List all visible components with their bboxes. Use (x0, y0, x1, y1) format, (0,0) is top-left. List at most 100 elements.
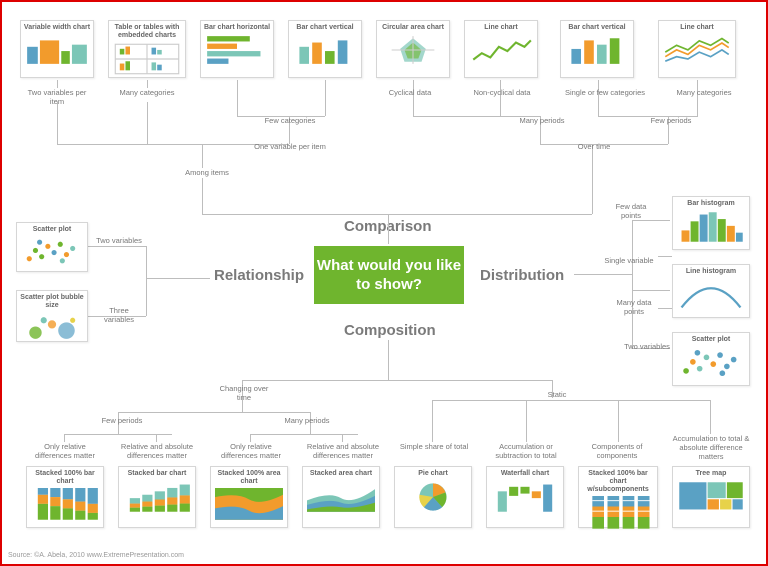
decision-label: Many data points (606, 298, 662, 316)
connector-line (237, 80, 238, 116)
chart-card-bar_h: Bar chart horizontal (200, 20, 274, 78)
decision-label: Accumulation or subtraction to total (486, 442, 566, 460)
connector-line (598, 80, 599, 116)
chart-card-stacked100a: Stacked 100% area chart (210, 466, 288, 528)
connector-line (710, 400, 711, 434)
chart-card-scatter_r: Scatter plot (672, 332, 750, 386)
decision-label: Among items (172, 168, 242, 177)
decision-label: Single or few categories (560, 88, 650, 97)
chart-thumbnail (659, 34, 735, 71)
chart-thumbnail (21, 34, 93, 69)
chart-card-scatter_b: Scatter plot bubble size (16, 290, 88, 342)
connector-line (57, 80, 58, 88)
connector-line (413, 80, 414, 116)
decision-label: Few periods (92, 416, 152, 425)
chart-thumbnail (465, 34, 537, 69)
decision-label: Accumulation to total & absolute differe… (668, 434, 754, 461)
connector-line (342, 434, 343, 442)
decision-label: Only relative differences matter (214, 442, 288, 460)
chart-thumbnail (303, 480, 379, 517)
chart-thumbnail (395, 480, 471, 517)
decision-label: Relative and absolute differences matter (302, 442, 384, 460)
connector-line (388, 214, 592, 215)
card-title: Scatter plot (17, 223, 87, 236)
chart-thumbnail (673, 346, 749, 383)
chart-card-waterfall: Waterfall chart (486, 466, 564, 528)
connector-line (526, 400, 527, 442)
decision-label: Few categories (250, 116, 330, 125)
chart-card-stacked100bar: Stacked 100% bar chart (26, 466, 104, 528)
decision-label: Static (532, 390, 582, 399)
connector-line (432, 400, 710, 401)
chart-card-line_hist: Line histogram (672, 264, 750, 318)
chart-card-var_width: Variable width chart (20, 20, 94, 78)
connector-line (242, 380, 552, 381)
decision-label: Two variables (622, 342, 672, 351)
connector-line (202, 144, 203, 168)
card-title: Tree map (673, 467, 749, 480)
connector-line (697, 80, 698, 116)
chart-thumbnail (673, 210, 749, 247)
connector-line (325, 80, 326, 116)
connector-line (250, 434, 251, 442)
decision-label: Two variables (94, 236, 144, 245)
connector-line (632, 220, 670, 221)
chart-thumbnail (27, 488, 103, 525)
decision-label: One variable per item (240, 142, 340, 151)
card-title: Stacked 100% bar chart w/subcomponents (579, 467, 657, 496)
chart-thumbnail (201, 34, 273, 69)
decision-label: Non-cyclical data (467, 88, 537, 97)
chart-thumbnail (487, 480, 563, 517)
connector-line (147, 102, 148, 144)
connector-line (388, 214, 389, 244)
card-title: Bar chart vertical (561, 21, 633, 34)
card-title: Line chart (659, 21, 735, 34)
connector-line (388, 340, 389, 380)
chart-card-treemap: Tree map (672, 466, 750, 528)
card-title: Scatter plot bubble size (17, 291, 87, 312)
connector-line (500, 80, 501, 116)
chart-thumbnail (561, 34, 633, 69)
chart-card-stackedarea: Stacked area chart (302, 466, 380, 528)
connector-line (156, 434, 157, 442)
chart-thumbnail (17, 312, 87, 346)
decision-label: Three variables (94, 306, 144, 324)
decision-label: Few periods (636, 116, 706, 125)
connector-line (632, 290, 670, 291)
decision-label: Cyclical data (380, 88, 440, 97)
decision-label: Many periods (502, 116, 582, 125)
heading-composition: Composition (344, 322, 436, 339)
connector-line (632, 220, 633, 348)
chart-card-bar_v2: Bar chart vertical (560, 20, 634, 78)
chart-thumbnail (289, 34, 361, 69)
chart-card-bar_v1: Bar chart vertical (288, 20, 362, 78)
decision-label: Simple share of total (398, 442, 470, 451)
card-title: Stacked bar chart (119, 467, 195, 480)
connector-line (118, 412, 310, 413)
heading-relationship: Relationship (214, 267, 304, 284)
decision-label: Many periods (272, 416, 342, 425)
decision-label: Components of components (580, 442, 654, 460)
heading-distribution: Distribution (480, 267, 564, 284)
decision-label: Two variables per item (22, 88, 92, 106)
card-title: Bar histogram (673, 197, 749, 210)
chart-thumbnail (377, 34, 449, 69)
chart-thumbnail (17, 236, 87, 270)
chart-thumbnail (673, 480, 749, 517)
chart-card-stack100sub: Stacked 100% bar chart w/subcomponents (578, 466, 658, 528)
connector-line (574, 274, 632, 275)
connector-line (146, 278, 210, 279)
chart-card-table_embed: Table or tables with embedded charts (108, 20, 186, 78)
card-title: Variable width chart (21, 21, 93, 34)
card-title: Circular area chart (377, 21, 449, 34)
card-title: Bar chart vertical (289, 21, 361, 34)
decision-label: Only relative differences matter (28, 442, 102, 460)
chart-card-circular: Circular area chart (376, 20, 450, 78)
chart-card-bar_hist: Bar histogram (672, 196, 750, 250)
card-title: Stacked 100% area chart (211, 467, 287, 488)
chart-thumbnail (119, 480, 195, 517)
decision-label: Single variable (604, 256, 654, 265)
footer-source: Source: ©A. Abela, 2010 www.ExtremePrese… (8, 552, 184, 559)
connector-line (202, 178, 203, 214)
chart-card-line2: Line chart (658, 20, 736, 78)
